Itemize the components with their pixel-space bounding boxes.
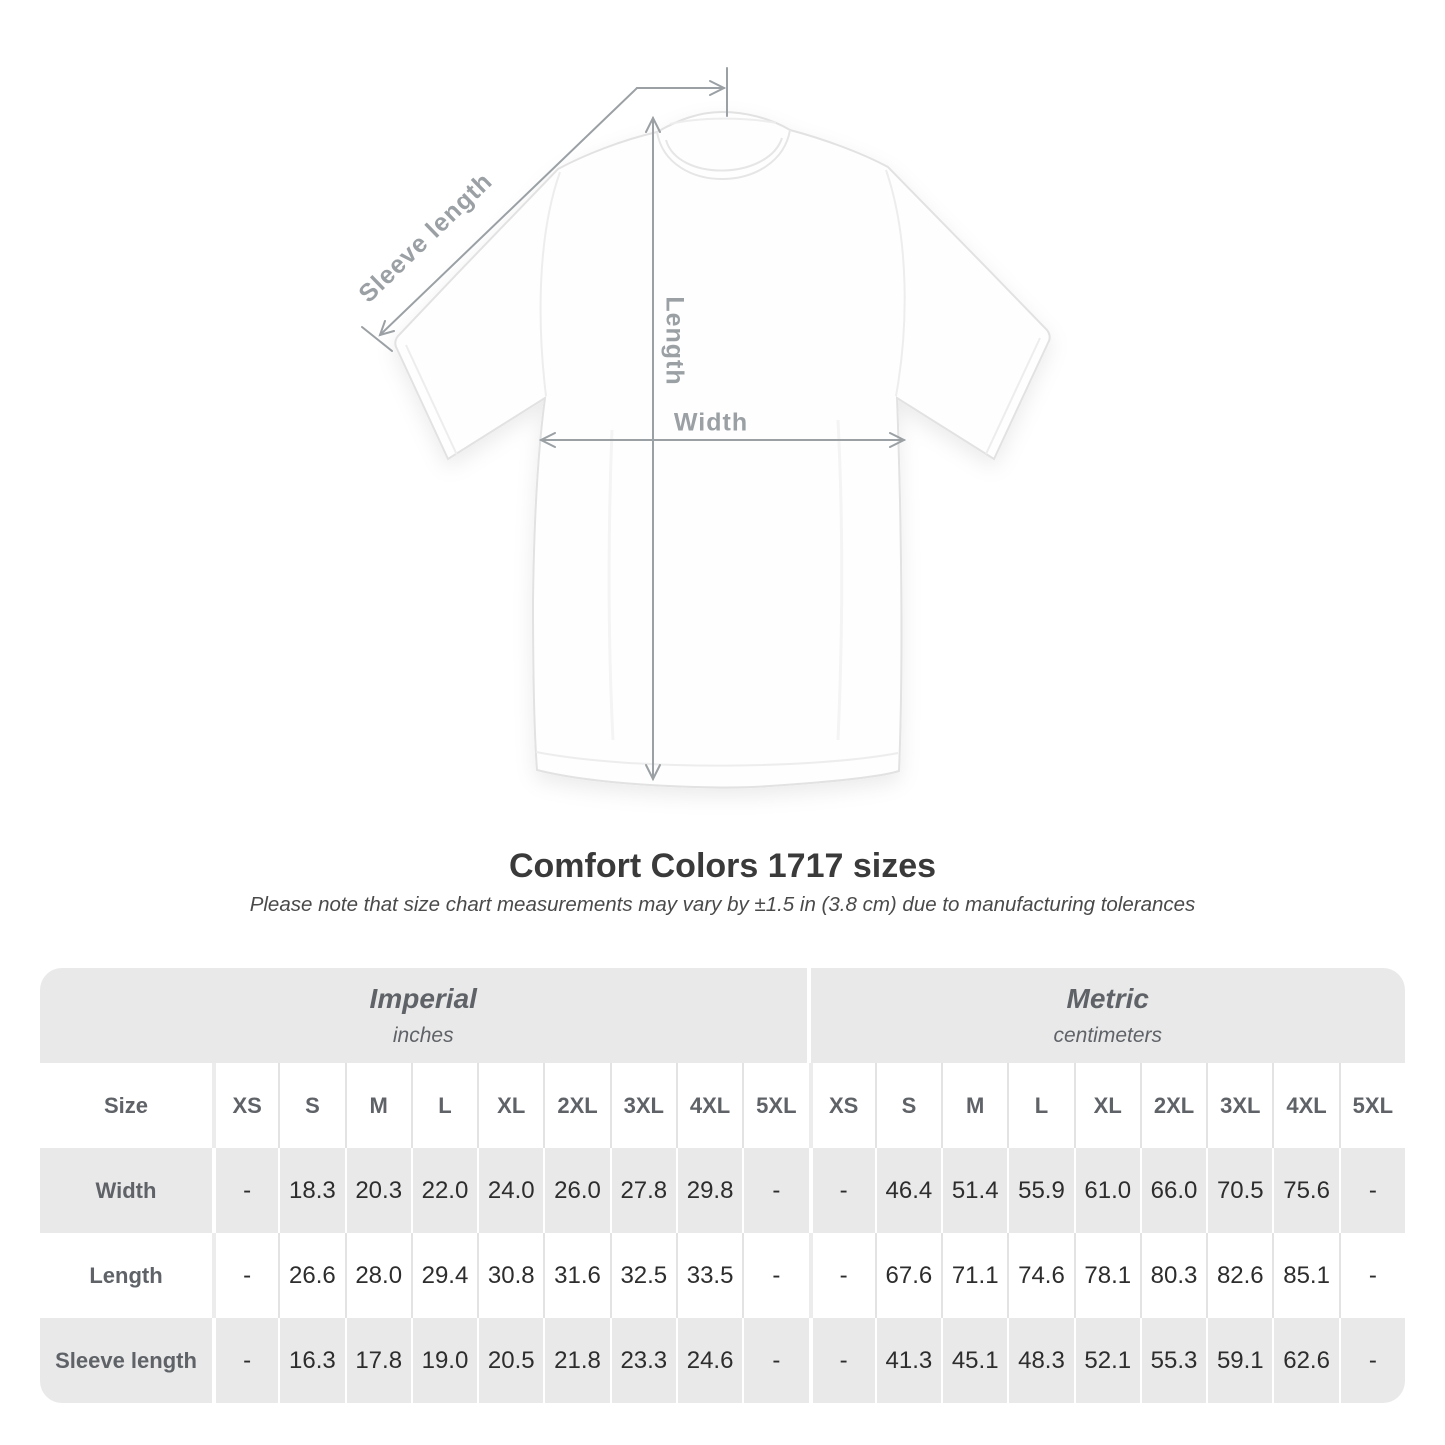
- value-cell: 21.8: [543, 1318, 610, 1403]
- width-label: Width: [673, 408, 749, 437]
- size-header-cell: L: [410, 1063, 478, 1148]
- seam-details: [405, 169, 1041, 767]
- value-cell: 24.6: [675, 1318, 743, 1403]
- value-cell: -: [212, 1233, 279, 1318]
- value-cell: 29.8: [675, 1148, 743, 1233]
- imperial-unit: inches: [392, 1024, 454, 1047]
- row-label-length: Length: [40, 1233, 212, 1318]
- value-cell: 82.6: [1206, 1233, 1273, 1318]
- value-cell: 30.8: [477, 1233, 544, 1318]
- imperial-section-header: Imperial inches: [40, 968, 807, 1063]
- value-cell: 45.1: [941, 1318, 1008, 1403]
- value-cell: 32.5: [609, 1233, 676, 1318]
- value-cell: 61.0: [1073, 1148, 1140, 1233]
- size-header-cell: S: [278, 1063, 345, 1148]
- value-cell: 62.6: [1272, 1318, 1339, 1403]
- collar-detail: [656, 117, 791, 180]
- value-cell: -: [742, 1233, 809, 1318]
- size-header-cell: M: [941, 1063, 1008, 1148]
- size-header-cell: 3XL: [609, 1063, 676, 1148]
- size-header-cell: S: [874, 1063, 942, 1148]
- value-cell: 22.0: [410, 1148, 478, 1233]
- value-cell: -: [808, 1233, 875, 1318]
- size-header-cell: 4XL: [1272, 1063, 1339, 1148]
- value-cell: -: [212, 1318, 279, 1403]
- value-cell: 23.3: [609, 1318, 676, 1403]
- row-label-sleeve-length: Sleeve length: [40, 1318, 212, 1403]
- value-cell: 29.4: [410, 1233, 478, 1318]
- value-cell: 85.1: [1272, 1233, 1339, 1318]
- value-cell: 17.8: [344, 1318, 411, 1403]
- value-cell: 80.3: [1139, 1233, 1207, 1318]
- value-cell: -: [1338, 1233, 1405, 1318]
- value-cell: 19.0: [410, 1318, 478, 1403]
- value-cell: 52.1: [1073, 1318, 1140, 1403]
- size-header-cell: L: [1007, 1063, 1074, 1148]
- value-cell: -: [808, 1318, 875, 1403]
- measurement-arrows: [361, 67, 907, 782]
- metric-section-header: Metric centimeters: [810, 968, 1405, 1063]
- value-cell: 26.6: [278, 1233, 345, 1318]
- size-column-header: Size: [40, 1063, 212, 1148]
- imperial-label: Imperial: [369, 983, 477, 1014]
- value-cell: 31.6: [543, 1233, 610, 1318]
- value-cell: 55.9: [1007, 1148, 1074, 1233]
- size-header-cell: XS: [808, 1063, 875, 1148]
- value-cell: 20.5: [477, 1318, 544, 1403]
- value-cell: 24.0: [477, 1148, 544, 1233]
- size-header-cell: M: [344, 1063, 411, 1148]
- value-cell: 74.6: [1007, 1233, 1074, 1318]
- size-header-cell: XS: [212, 1063, 279, 1148]
- metric-unit: centimeters: [1053, 1024, 1163, 1047]
- value-cell: 70.5: [1206, 1148, 1273, 1233]
- value-cell: 67.6: [874, 1233, 942, 1318]
- value-cell: 55.3: [1139, 1318, 1207, 1403]
- value-cell: -: [212, 1148, 279, 1233]
- size-header-cell: 2XL: [1139, 1063, 1207, 1148]
- size-header-cell: XL: [477, 1063, 544, 1148]
- value-cell: -: [742, 1318, 809, 1403]
- tshirt-shape: [394, 110, 1051, 789]
- size-header-cell: 5XL: [742, 1063, 809, 1148]
- value-cell: 33.5: [675, 1233, 743, 1318]
- metric-label: Metric: [1066, 983, 1149, 1014]
- size-header-cell: 3XL: [1206, 1063, 1273, 1148]
- value-cell: 71.1: [941, 1233, 1008, 1318]
- value-cell: 51.4: [941, 1148, 1008, 1233]
- width-arrow: [538, 432, 907, 448]
- value-cell: 66.0: [1139, 1148, 1207, 1233]
- value-cell: 41.3: [874, 1318, 942, 1403]
- value-cell: 18.3: [278, 1148, 345, 1233]
- value-cell: 46.4: [874, 1148, 942, 1233]
- size-header-cell: XL: [1073, 1063, 1140, 1148]
- row-label-width: Width: [40, 1148, 212, 1233]
- value-cell: 59.1: [1206, 1318, 1273, 1403]
- tolerance-note: Please note that size chart measurements…: [249, 893, 1196, 916]
- length-label: Length: [660, 296, 689, 386]
- value-cell: 26.0: [543, 1148, 610, 1233]
- value-cell: 28.0: [344, 1233, 411, 1318]
- page-title: Comfort Colors 1717 sizes: [508, 847, 937, 885]
- value-cell: -: [1338, 1318, 1405, 1403]
- value-cell: 27.8: [609, 1148, 676, 1233]
- sleeve-length-arrow: [361, 67, 728, 352]
- value-cell: -: [808, 1148, 875, 1233]
- value-cell: 20.3: [344, 1148, 411, 1233]
- size-header-cell: 4XL: [675, 1063, 743, 1148]
- size-table: Imperial inches Metric centimeters Size …: [40, 968, 1405, 1403]
- length-arrow: [645, 115, 661, 782]
- value-cell: -: [1338, 1148, 1405, 1233]
- value-cell: -: [742, 1148, 809, 1233]
- value-cell: 48.3: [1007, 1318, 1074, 1403]
- value-cell: 78.1: [1073, 1233, 1140, 1318]
- value-cell: 75.6: [1272, 1148, 1339, 1233]
- value-cell: 16.3: [278, 1318, 345, 1403]
- size-header-cell: 5XL: [1338, 1063, 1405, 1148]
- size-header-cell: 2XL: [543, 1063, 610, 1148]
